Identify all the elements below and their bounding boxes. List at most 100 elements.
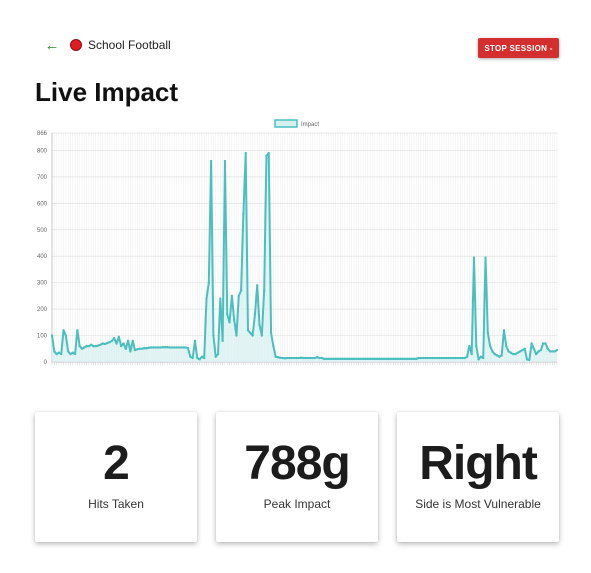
impact-data-point bbox=[274, 355, 277, 358]
impact-data-point bbox=[523, 347, 526, 350]
impact-data-point bbox=[452, 356, 455, 360]
impact-data-point bbox=[62, 329, 65, 332]
impact-data-point bbox=[110, 339, 114, 343]
impact-data-point bbox=[415, 357, 418, 361]
impact-data-point bbox=[99, 343, 102, 347]
impact-data-point bbox=[292, 356, 296, 360]
impact-data-point bbox=[350, 357, 353, 361]
y-tick-label: 600 bbox=[37, 201, 48, 207]
impact-data-point bbox=[539, 348, 543, 352]
impact-data-point bbox=[447, 356, 450, 360]
impact-data-point bbox=[272, 344, 275, 348]
impact-data-point bbox=[80, 347, 84, 350]
impact-data-point bbox=[553, 350, 556, 353]
impact-data-point bbox=[505, 344, 508, 348]
impact-data-point bbox=[161, 345, 164, 349]
impact-data-point bbox=[352, 357, 356, 361]
impact-data-point bbox=[516, 351, 519, 354]
impact-data-point bbox=[168, 346, 171, 349]
impact-data-point bbox=[341, 357, 344, 361]
impact-data-point bbox=[435, 356, 439, 360]
impact-data-point bbox=[129, 350, 132, 353]
impact-data-point bbox=[138, 347, 141, 350]
impact-data-point bbox=[226, 313, 229, 316]
impact-data-point bbox=[115, 342, 118, 345]
impact-data-point bbox=[348, 357, 351, 361]
impact-data-point bbox=[445, 356, 448, 360]
impact-data-point bbox=[173, 346, 176, 349]
page-title: Live Impact bbox=[35, 77, 179, 107]
impact-data-point bbox=[64, 334, 68, 337]
hits-taken-value: 2 bbox=[103, 437, 130, 490]
impact-data-point bbox=[256, 284, 259, 287]
impact-data-point bbox=[385, 357, 388, 361]
impact-data-point bbox=[133, 348, 137, 352]
impact-data-point bbox=[214, 355, 217, 358]
impact-data-point bbox=[511, 352, 515, 356]
y-tick-label: 700 bbox=[37, 175, 48, 181]
impact-data-point bbox=[541, 342, 545, 345]
impact-data-point bbox=[546, 347, 549, 350]
impact-data-point bbox=[184, 346, 187, 349]
impact-data-point bbox=[387, 357, 390, 361]
impact-data-point bbox=[286, 356, 289, 360]
impact-data-point bbox=[73, 352, 77, 356]
impact-data-point bbox=[343, 357, 347, 361]
impact-data-point bbox=[69, 352, 72, 356]
impact-data-point bbox=[491, 350, 494, 353]
impact-data-point bbox=[230, 294, 234, 298]
impact-data-point bbox=[193, 339, 197, 343]
impact-data-point bbox=[179, 346, 183, 349]
y-tick-label: 100 bbox=[37, 334, 48, 340]
impact-data-point bbox=[202, 356, 206, 360]
impact-data-point bbox=[345, 357, 349, 361]
stop-session-button[interactable]: STOP SESSION - bbox=[478, 38, 559, 58]
impact-data-point bbox=[548, 350, 552, 353]
impact-data-point bbox=[219, 297, 222, 300]
impact-data-point bbox=[191, 356, 194, 360]
impact-data-point bbox=[373, 357, 377, 361]
impact-data-point bbox=[389, 357, 393, 361]
y-tick-label: 866 bbox=[37, 131, 48, 137]
impact-data-point bbox=[320, 356, 323, 360]
impact-data-point bbox=[66, 350, 70, 353]
impact-data-point bbox=[440, 356, 443, 360]
back-arrow-icon[interactable]: ← bbox=[44, 37, 60, 54]
impact-data-point bbox=[177, 346, 181, 349]
impact-data-point bbox=[212, 334, 215, 337]
impact-data-point bbox=[119, 344, 123, 348]
impact-data-point bbox=[306, 356, 310, 360]
impact-data-point bbox=[232, 318, 236, 321]
impact-data-point bbox=[147, 346, 151, 349]
impact-data-point bbox=[336, 357, 340, 361]
impact-data-point bbox=[152, 346, 155, 349]
impact-data-point bbox=[60, 352, 63, 356]
session-name: School Football bbox=[88, 38, 171, 52]
vulnerable-side-card: Right Side is Most Vulnerable bbox=[397, 412, 559, 542]
impact-data-point bbox=[251, 334, 254, 337]
impact-data-point bbox=[258, 323, 261, 327]
impact-data-point bbox=[544, 342, 547, 345]
impact-data-point bbox=[399, 357, 402, 361]
impact-data-point bbox=[486, 331, 490, 335]
impact-data-point bbox=[101, 342, 104, 345]
impact-data-point bbox=[334, 357, 337, 361]
y-tick-label: 0 bbox=[44, 360, 48, 366]
impact-data-point bbox=[454, 356, 457, 360]
impact-data-point bbox=[417, 356, 420, 360]
impact-data-point bbox=[237, 294, 240, 298]
impact-data-point bbox=[182, 346, 185, 349]
impact-data-point bbox=[396, 357, 400, 361]
impact-data-point bbox=[117, 335, 121, 339]
impact-data-point bbox=[269, 331, 273, 335]
impact-data-point bbox=[355, 357, 358, 361]
impact-data-point bbox=[71, 351, 74, 354]
impact-data-point bbox=[113, 337, 116, 340]
impact-data-point bbox=[78, 344, 81, 348]
impact-data-point bbox=[362, 357, 365, 361]
impact-data-point bbox=[103, 342, 107, 346]
legend-swatch bbox=[274, 119, 298, 128]
impact-data-point bbox=[276, 356, 280, 359]
impact-data-point bbox=[509, 351, 513, 354]
impact-data-point bbox=[401, 357, 404, 361]
